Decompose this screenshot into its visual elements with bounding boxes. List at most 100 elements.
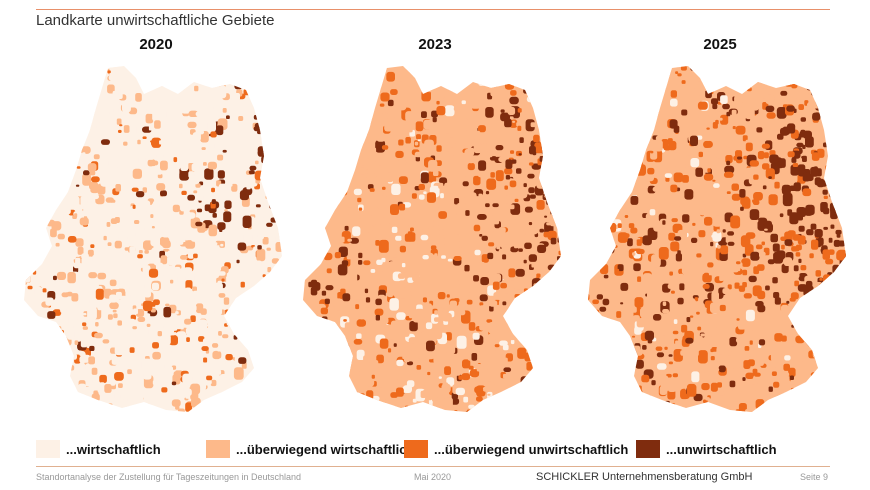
map-region [156,183,166,191]
map-region [316,327,324,334]
map-region [664,346,668,350]
map-region [304,79,313,91]
map-region [66,301,73,305]
map-region [433,255,438,261]
map-region [415,121,424,132]
map-region [580,225,588,231]
map-region [816,285,821,291]
map-region [703,140,713,148]
map-region [814,295,821,303]
map-region [600,386,610,394]
map-region [705,397,710,401]
map-region [777,409,786,412]
map-region [221,278,225,282]
map-region [615,337,625,348]
map-region [38,123,44,128]
map-region [455,370,460,376]
map-region [375,378,386,388]
map-region [120,295,127,301]
map-region [361,419,365,422]
map-region [393,343,397,347]
map-region [49,377,59,391]
map-region [91,84,100,91]
map-region [712,231,722,242]
map-region [295,272,301,281]
map-region [338,186,348,196]
map-region [24,337,26,344]
map-region [281,109,282,122]
map-region [510,311,514,314]
map-region [798,320,809,332]
map-region [819,278,823,281]
map-region [275,69,282,79]
map-region [630,397,636,402]
map-region [189,66,199,71]
map-region [471,313,481,322]
map-region [88,272,98,279]
map-region [502,417,505,419]
map-region [394,404,404,412]
map-region [582,333,588,338]
map-region [306,405,314,412]
map-region [624,323,634,330]
map-region [156,377,164,386]
map-region [811,239,819,250]
map-region [160,255,168,265]
map-region [285,338,289,342]
map-region [661,328,667,336]
map-region [176,331,187,345]
map-region [335,298,342,305]
map-region [714,66,724,72]
map-region [673,125,680,133]
map-region [122,251,126,255]
map-region [493,217,500,225]
map-region [52,388,59,394]
map-region [169,60,173,65]
map-region [296,354,303,359]
map-region [321,373,332,384]
map-region [567,409,574,414]
map-region [191,397,201,408]
map-region [234,405,243,412]
map-region [367,306,376,316]
map-region [364,97,373,106]
map-region [194,272,204,285]
map-region [233,335,238,340]
map-region [852,312,859,317]
map-region [338,246,348,257]
map-region [599,140,608,146]
map-region [514,198,519,202]
map-region [568,310,571,313]
map-region [306,391,312,397]
map-region [175,404,180,410]
map-region [349,237,359,244]
map-region [465,210,470,216]
map-region [588,334,589,344]
map-region [323,363,327,366]
map-region [802,144,806,149]
map-region [243,66,254,72]
map-region [177,408,185,412]
map-region [835,229,842,235]
map-region [656,352,665,358]
map-region [621,66,631,67]
map-region [311,190,320,202]
map-region [460,152,470,161]
map-region [344,368,351,373]
map-region [418,275,429,287]
map-region [345,109,354,119]
map-region [820,366,826,371]
map-region [27,263,36,273]
map-region [632,335,636,338]
map-region [275,98,282,105]
map-region [572,311,575,314]
map-region [367,184,374,190]
map-region [638,127,644,132]
map-region [584,424,588,426]
legend-swatch [636,440,660,458]
map-region [836,234,841,238]
map-region [237,242,247,251]
map-region [203,357,208,363]
map-region [96,137,102,142]
map-region [477,214,487,220]
